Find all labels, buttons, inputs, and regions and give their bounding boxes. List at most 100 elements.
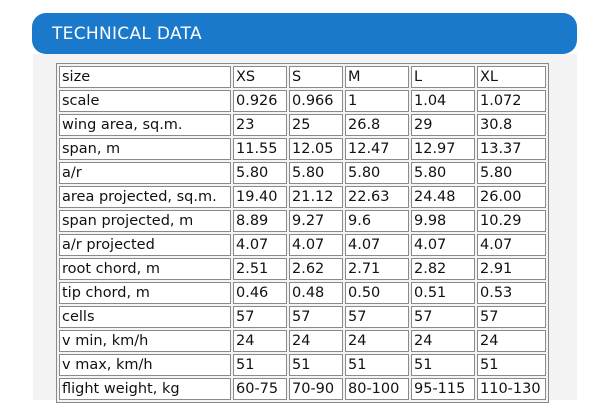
- table-cell: 2.91: [477, 258, 546, 280]
- table-cell: 26.00: [477, 186, 546, 208]
- table-cell: 5.80: [411, 162, 475, 184]
- table-cell: 2.62: [289, 258, 343, 280]
- table-cell: 4.07: [411, 234, 475, 256]
- table-header-cell: M: [345, 66, 409, 88]
- table-cell: 5.80: [233, 162, 287, 184]
- table-cell: 24: [345, 330, 409, 352]
- table-cell: 4.07: [233, 234, 287, 256]
- table-cell: 51: [345, 354, 409, 376]
- table-cell: 5.80: [345, 162, 409, 184]
- table-cell: 24.48: [411, 186, 475, 208]
- table-cell: 5.80: [477, 162, 546, 184]
- table-row: a/r projected 4.07 4.07 4.07 4.07 4.07: [59, 234, 546, 256]
- table-cell: 24: [411, 330, 475, 352]
- table-cell: 0.46: [233, 282, 287, 304]
- row-label-cell: area projected, sq.m.: [59, 186, 231, 208]
- table-cell: 12.47: [345, 138, 409, 160]
- table-cell: 57: [289, 306, 343, 328]
- content-panel: size XS S M L XL scale 0.926 0.966 1 1.04 1.072 wing…: [33, 54, 577, 403]
- table-cell: 70-90: [289, 378, 343, 400]
- row-label-cell: a/r projected: [59, 234, 231, 256]
- table-header-row: size XS S M L XL: [59, 66, 546, 88]
- table-cell: 57: [233, 306, 287, 328]
- table-cell: 24: [289, 330, 343, 352]
- table-cell: 0.53: [477, 282, 546, 304]
- table-cell: 57: [477, 306, 546, 328]
- table-row: a/r 5.80 5.80 5.80 5.80 5.80: [59, 162, 546, 184]
- table-cell: 21.12: [289, 186, 343, 208]
- table-cell: 2.82: [411, 258, 475, 280]
- table-cell: 1.072: [477, 90, 546, 112]
- row-label-cell: span projected, m: [59, 210, 231, 232]
- row-label-cell: wing area, sq.m.: [59, 114, 231, 136]
- section-header: TECHNICAL DATA: [32, 13, 577, 54]
- row-label-cell: v min, km/h: [59, 330, 231, 352]
- table-cell: 51: [289, 354, 343, 376]
- table-row: span, m 11.55 12.05 12.47 12.97 13.37: [59, 138, 546, 160]
- row-label-cell: span, m: [59, 138, 231, 160]
- table-cell: 12.97: [411, 138, 475, 160]
- table-row: flight weight, kg 60-75 70-90 80-100 95-115 1…: [59, 378, 546, 400]
- table-cell: 10.29: [477, 210, 546, 232]
- row-label-cell: flight weight, kg: [59, 378, 231, 400]
- table-cell: 4.07: [345, 234, 409, 256]
- table-cell: 22.63: [345, 186, 409, 208]
- table-cell: 4.07: [477, 234, 546, 256]
- table-cell: 0.50: [345, 282, 409, 304]
- table-cell: 95-115: [411, 378, 475, 400]
- table-cell: 13.37: [477, 138, 546, 160]
- table-cell: 0.48: [289, 282, 343, 304]
- table-cell: 57: [345, 306, 409, 328]
- table-header-cell: L: [411, 66, 475, 88]
- table-cell: 9.27: [289, 210, 343, 232]
- row-label-cell: scale: [59, 90, 231, 112]
- table-header-cell: size: [59, 66, 231, 88]
- table-cell: 26.8: [345, 114, 409, 136]
- table-cell: 29: [411, 114, 475, 136]
- row-label-cell: cells: [59, 306, 231, 328]
- table-cell: 110-130: [477, 378, 546, 400]
- table-row: span projected, m 8.89 9.27 9.6 9.98 10.29: [59, 210, 546, 232]
- table-cell: 1.04: [411, 90, 475, 112]
- table-row: root chord, m 2.51 2.62 2.71 2.82 2.91: [59, 258, 546, 280]
- table-cell: 51: [411, 354, 475, 376]
- table-cell: 9.98: [411, 210, 475, 232]
- table-cell: 24: [477, 330, 546, 352]
- table-cell: 51: [477, 354, 546, 376]
- table-row: wing area, sq.m. 23 25 26.8 29 30.8: [59, 114, 546, 136]
- technical-data-table: size XS S M L XL scale 0.926 0.966 1 1.04 1.072 wing…: [56, 63, 549, 403]
- table-cell: 11.55: [233, 138, 287, 160]
- table-row: scale 0.926 0.966 1 1.04 1.072: [59, 90, 546, 112]
- table-row: area projected, sq.m. 19.40 21.12 22.63 24.4…: [59, 186, 546, 208]
- table-cell: 24: [233, 330, 287, 352]
- table-cell: 25: [289, 114, 343, 136]
- table-header-cell: XL: [477, 66, 546, 88]
- row-label-cell: tip chord, m: [59, 282, 231, 304]
- table-cell: 30.8: [477, 114, 546, 136]
- table-cell: 1: [345, 90, 409, 112]
- table-cell: 60-75: [233, 378, 287, 400]
- table-cell: 2.51: [233, 258, 287, 280]
- table-cell: 2.71: [345, 258, 409, 280]
- row-label-cell: v max, km/h: [59, 354, 231, 376]
- table-row: v min, km/h 24 24 24 24 24: [59, 330, 546, 352]
- table-cell: 0.926: [233, 90, 287, 112]
- table-cell: 0.966: [289, 90, 343, 112]
- table-row: tip chord, m 0.46 0.48 0.50 0.51 0.53: [59, 282, 546, 304]
- table-cell: 8.89: [233, 210, 287, 232]
- table-header-cell: S: [289, 66, 343, 88]
- table-header-cell: XS: [233, 66, 287, 88]
- table-cell: 80-100: [345, 378, 409, 400]
- table-cell: 0.51: [411, 282, 475, 304]
- table-cell: 4.07: [289, 234, 343, 256]
- table-row: v max, km/h 51 51 51 51 51: [59, 354, 546, 376]
- table-cell: 51: [233, 354, 287, 376]
- row-label-cell: a/r: [59, 162, 231, 184]
- table-cell: 12.05: [289, 138, 343, 160]
- table-cell: 5.80: [289, 162, 343, 184]
- table-cell: 23: [233, 114, 287, 136]
- row-label-cell: root chord, m: [59, 258, 231, 280]
- table-cell: 9.6: [345, 210, 409, 232]
- table-cell: 57: [411, 306, 475, 328]
